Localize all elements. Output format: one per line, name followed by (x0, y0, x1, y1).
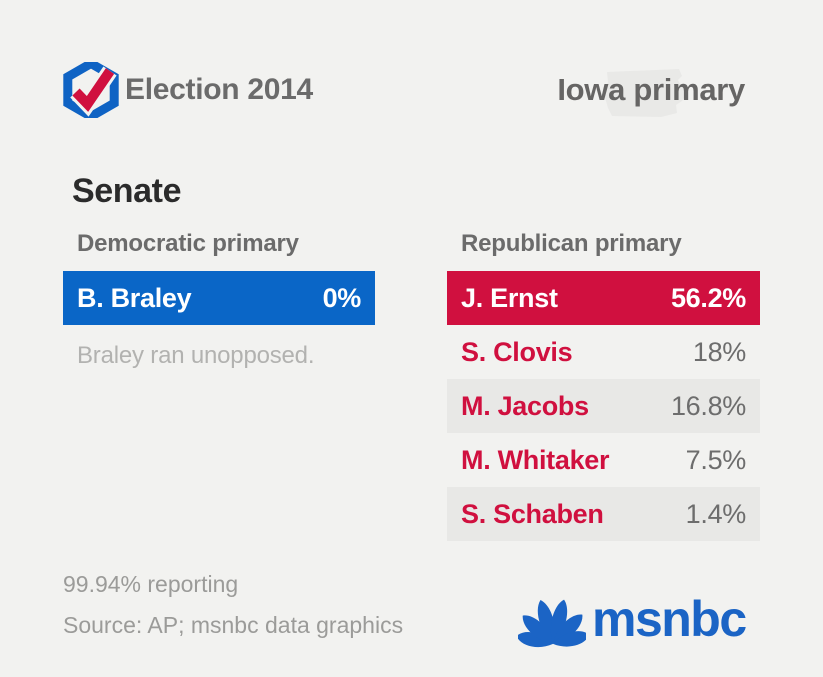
iowa-state-icon (604, 69, 687, 117)
result-row-whitaker: M. Whitaker 7.5% (447, 433, 760, 487)
ballot-check-icon (63, 62, 119, 118)
source-credit: Source: AP; msnbc data graphics (63, 612, 404, 638)
candidate-percent: 0% (322, 282, 362, 313)
candidate-percent: 16.8% (670, 390, 746, 421)
result-row-clovis: S. Clovis 18% (447, 325, 760, 379)
candidate-name: S. Schaben (461, 498, 604, 529)
brand-title: Election 2014 (125, 73, 313, 106)
candidate-percent: 18% (692, 336, 746, 367)
result-row-ernst: J. Ernst 56.2% (447, 271, 760, 325)
candidate-percent: 1.4% (685, 498, 747, 529)
candidate-name: S. Clovis (461, 336, 573, 367)
candidate-name: M. Whitaker (461, 444, 610, 475)
msnbc-logo: msnbc (518, 590, 747, 648)
republican-primary-header: Republican primary (461, 230, 682, 257)
result-row-braley: B. Braley 0% (63, 271, 375, 325)
democratic-primary-header: Democratic primary (77, 230, 299, 257)
location-label: Iowa primary (557, 72, 745, 107)
democratic-results: Democratic primary B. Braley 0% Braley r… (63, 230, 375, 370)
candidate-percent: 56.2% (670, 282, 746, 313)
candidate-percent: 7.5% (685, 444, 747, 475)
msnbc-wordmark: msnbc (592, 591, 747, 647)
candidate-name: J. Ernst (461, 282, 558, 313)
reporting-status: 99.94% reporting (63, 571, 239, 597)
location-heading: Iowa primary (557, 62, 745, 118)
unopposed-note: Braley ran unopposed. (77, 342, 315, 369)
page-title: Senate (72, 172, 182, 210)
result-row-jacobs: M. Jacobs 16.8% (447, 379, 760, 433)
republican-results: Republican primary J. Ernst 56.2% S. Clo… (447, 230, 760, 541)
candidate-name: M. Jacobs (461, 390, 589, 421)
candidate-name: B. Braley (77, 282, 192, 313)
nbc-peacock-icon (518, 599, 586, 648)
result-row-schaben: S. Schaben 1.4% (447, 487, 760, 541)
